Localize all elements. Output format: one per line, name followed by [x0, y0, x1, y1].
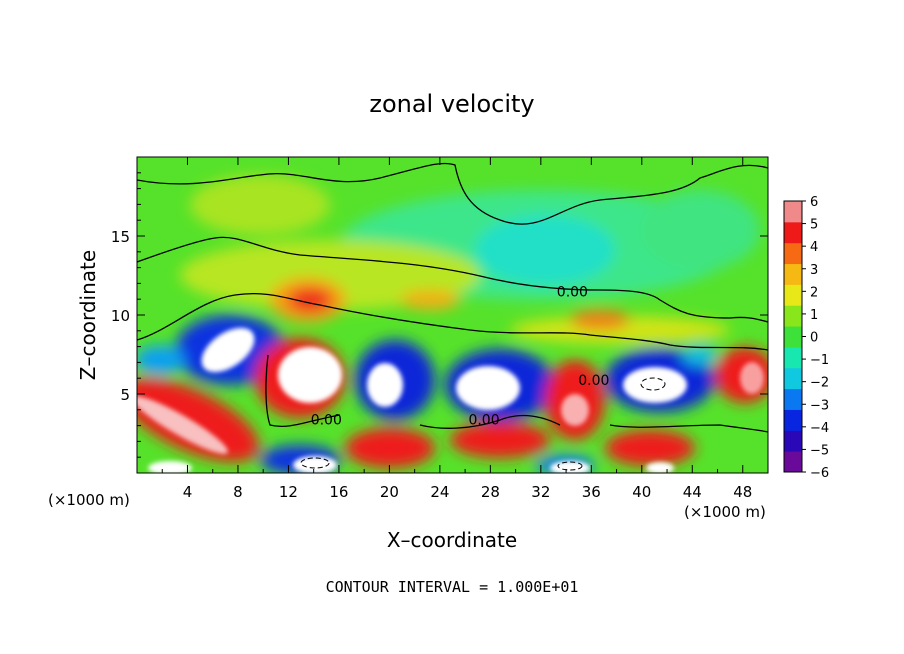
contour-label: 0.00 — [557, 284, 588, 300]
colorbar-swatch — [784, 409, 802, 431]
x-tick-label: 20 — [380, 483, 399, 501]
y-axis: 5 10 15 — [111, 172, 768, 458]
y-axis-label: Z–coordinate — [76, 250, 100, 380]
x-tick-label: 16 — [329, 483, 348, 501]
colorbar-swatch — [784, 346, 802, 369]
colorbar: 6 5 4 3 2 1 0 −1 −2 −3 −4 −5 −6 — [783, 195, 829, 481]
x-axis: 4 8 12 16 20 24 28 32 36 40 44 48 — [161, 157, 752, 501]
x-axis-label: X–coordinate — [387, 528, 517, 552]
x-tick-label: 4 — [183, 483, 193, 501]
colorbar-swatch — [784, 284, 802, 306]
x-tick-label: 28 — [481, 483, 500, 501]
colorbar-tick-label: −6 — [810, 466, 829, 481]
velocity-field — [137, 157, 768, 473]
x-tick-label: 36 — [582, 483, 601, 501]
y-tick-label: 10 — [111, 307, 130, 325]
contour-label: 0.00 — [468, 412, 499, 428]
colorbar-tick-label: −3 — [810, 398, 829, 413]
colorbar-tick-label: 1 — [810, 308, 818, 323]
colorbar-tick-label: −4 — [810, 421, 829, 436]
contour-labels: 0.00 0.00 0.00 0.00 — [311, 284, 610, 428]
colorbar-swatch — [784, 367, 802, 390]
y-unit-label: (×1000 m) — [48, 491, 130, 509]
colorbar-swatch — [784, 242, 802, 265]
chart-title: zonal velocity — [369, 90, 534, 118]
colorbar-swatch — [784, 430, 802, 452]
colorbar-swatch — [784, 201, 802, 223]
colorbar-tick-label: −1 — [810, 353, 829, 368]
x-tick-label: 8 — [233, 483, 243, 501]
x-tick-label: 44 — [683, 483, 702, 501]
colorbar-tick-label: 3 — [810, 263, 818, 278]
colorbar-swatch — [784, 263, 802, 285]
colorbar-tick-label: 0 — [810, 331, 818, 346]
x-tick-label: 12 — [279, 483, 298, 501]
colorbar-tick-label: −2 — [810, 376, 829, 391]
y-tick-label: 5 — [120, 386, 130, 404]
colorbar-swatch — [784, 326, 802, 348]
x-unit-label: (×1000 m) — [684, 503, 766, 521]
colorbar-swatch — [784, 388, 802, 410]
x-tick-label: 24 — [430, 483, 449, 501]
colorbar-tick-label: 2 — [810, 285, 818, 300]
colorbar-tick-label: 6 — [810, 195, 818, 210]
colorbar-swatch — [784, 221, 802, 244]
colorbar-swatch — [784, 305, 802, 327]
x-tick-label: 32 — [531, 483, 550, 501]
x-tick-label: 40 — [632, 483, 651, 501]
contour-label: 0.00 — [578, 373, 609, 389]
y-tick-label: 15 — [111, 228, 130, 246]
colorbar-tick-label: 5 — [810, 218, 818, 233]
x-tick-label: 48 — [733, 483, 752, 501]
contour-interval-note: CONTOUR INTERVAL = 1.000E+01 — [326, 578, 579, 596]
colorbar-swatch — [784, 451, 802, 473]
colorbar-tick-label: 4 — [810, 240, 818, 255]
colorbar-tick-label: −5 — [810, 443, 829, 458]
contour-label: 0.00 — [311, 412, 342, 428]
